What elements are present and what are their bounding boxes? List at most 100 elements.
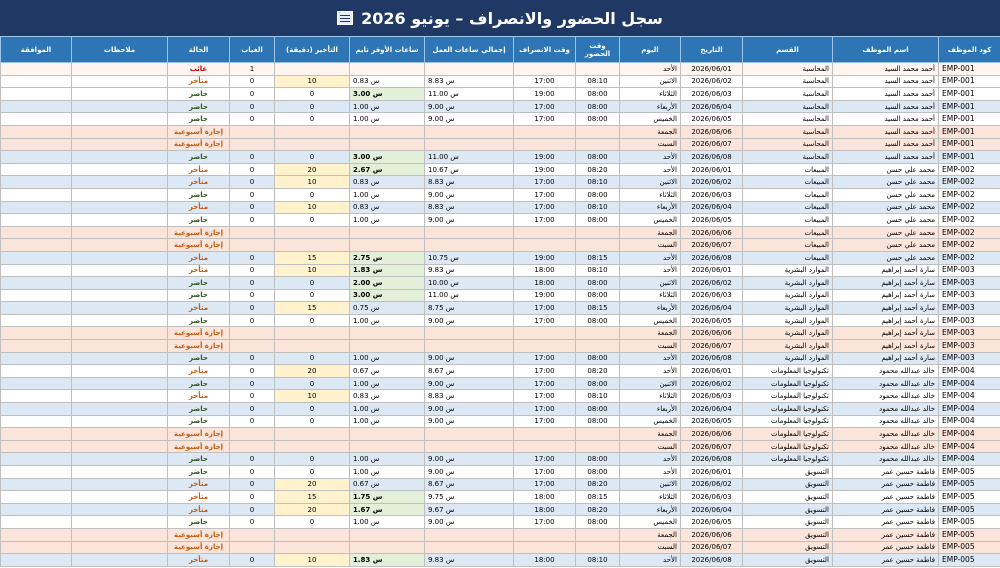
status-cell[interactable]: حاضر <box>167 112 230 126</box>
notes-cell[interactable] <box>71 288 168 303</box>
table-row[interactable]: EMP-001 أحمد محمد السيد المحاسبة 2026/06/02… <box>0 74 1000 89</box>
total-hours-cell[interactable]: 8.83 س <box>424 175 514 189</box>
day-cell[interactable]: الأحد <box>619 250 681 265</box>
approval-cell[interactable] <box>0 150 72 164</box>
check-in-cell[interactable]: 08:00 <box>575 351 620 366</box>
employee-code-cell[interactable]: EMP-003 <box>938 339 1000 353</box>
header-total-hours[interactable]: إجمالي ساعات العمل <box>424 36 514 63</box>
notes-cell[interactable] <box>71 238 168 252</box>
header-check-out[interactable]: وقت الانصراف <box>513 36 576 63</box>
department-cell[interactable]: الموارد البشرية <box>742 288 833 303</box>
overtime-cell[interactable] <box>349 137 425 152</box>
day-cell[interactable]: الأربعاء <box>619 99 681 114</box>
approval-cell[interactable] <box>0 250 72 265</box>
employee-code-cell[interactable]: EMP-001 <box>938 124 1000 139</box>
employee-code-cell[interactable]: EMP-005 <box>938 515 1000 529</box>
total-hours-cell[interactable]: 8.83 س <box>424 389 514 404</box>
total-hours-cell[interactable]: 10.00 س <box>424 276 514 290</box>
late-minutes-cell[interactable]: 20 <box>274 162 350 177</box>
total-hours-cell[interactable] <box>424 62 514 76</box>
check-out-cell[interactable]: 19:00 <box>513 250 576 265</box>
notes-cell[interactable] <box>71 250 168 265</box>
approval-cell[interactable] <box>0 439 72 454</box>
header-day[interactable]: اليوم <box>619 36 681 63</box>
total-hours-cell[interactable] <box>424 339 514 353</box>
employee-name-cell[interactable]: خالد عبدالله محمود <box>832 376 939 391</box>
date-cell[interactable]: 2026/06/05 <box>680 112 743 126</box>
approval-cell[interactable] <box>0 301 72 315</box>
check-out-cell[interactable]: 19:00 <box>513 162 576 177</box>
employee-name-cell[interactable]: سارة أحمد إبراهيم <box>832 339 939 353</box>
notes-cell[interactable] <box>71 490 168 504</box>
table-row[interactable]: EMP-004 خالد عبدالله محمود تكنولوجيا المعل… <box>0 389 1000 404</box>
status-cell[interactable]: متأخر <box>167 490 230 504</box>
table-row[interactable]: EMP-001 أحمد محمد السيد المحاسبة 2026/06/03… <box>0 87 1000 101</box>
late-minutes-cell[interactable]: 10 <box>274 74 350 89</box>
table-row[interactable]: EMP-004 خالد عبدالله محمود تكنولوجيا المعل… <box>0 364 1000 378</box>
date-cell[interactable]: 2026/06/07 <box>680 439 743 454</box>
notes-cell[interactable] <box>71 112 168 126</box>
overtime-cell[interactable]: 1.00 س <box>349 313 425 328</box>
status-cell[interactable]: حاضر <box>167 414 230 429</box>
date-cell[interactable]: 2026/06/08 <box>680 452 743 466</box>
employee-code-cell[interactable]: EMP-002 <box>938 162 1000 177</box>
date-cell[interactable]: 2026/06/07 <box>680 137 743 152</box>
check-out-cell[interactable]: 18:00 <box>513 276 576 290</box>
date-cell[interactable]: 2026/06/01 <box>680 263 743 278</box>
absence-cell[interactable]: 0 <box>229 250 275 265</box>
notes-cell[interactable] <box>71 137 168 152</box>
department-cell[interactable]: المحاسبة <box>742 112 833 126</box>
employee-code-cell[interactable]: EMP-002 <box>938 187 1000 202</box>
late-minutes-cell[interactable]: 10 <box>274 263 350 278</box>
absence-cell[interactable]: 0 <box>229 515 275 529</box>
status-cell[interactable]: متأخر <box>167 175 230 189</box>
total-hours-cell[interactable]: 9.00 س <box>424 465 514 479</box>
table-row[interactable]: EMP-001 أحمد محمد السيد المحاسبة 2026/06/05… <box>0 112 1000 126</box>
status-cell[interactable]: حاضر <box>167 150 230 164</box>
check-out-cell[interactable]: 17:00 <box>513 465 576 479</box>
total-hours-cell[interactable] <box>424 326 514 341</box>
absence-cell[interactable]: 0 <box>229 414 275 429</box>
table-row[interactable]: EMP-002 محمد علي حسن المبيعات 2026/06/05 الخ… <box>0 213 1000 227</box>
absence-cell[interactable] <box>229 339 275 353</box>
employee-code-cell[interactable]: EMP-005 <box>938 527 1000 542</box>
employee-code-cell[interactable]: EMP-001 <box>938 150 1000 164</box>
absence-cell[interactable]: 0 <box>229 465 275 479</box>
check-out-cell[interactable]: 17:00 <box>513 200 576 215</box>
header-absence[interactable]: الغياب <box>229 36 275 63</box>
approval-cell[interactable] <box>0 339 72 353</box>
overtime-cell[interactable] <box>349 225 425 240</box>
table-row[interactable]: EMP-004 خالد عبدالله محمود تكنولوجيا المعل… <box>0 439 1000 454</box>
date-cell[interactable]: 2026/06/03 <box>680 490 743 504</box>
check-out-cell[interactable] <box>513 439 576 454</box>
department-cell[interactable]: التسويق <box>742 477 833 492</box>
check-in-cell[interactable]: 08:20 <box>575 477 620 492</box>
department-cell[interactable]: التسويق <box>742 527 833 542</box>
late-minutes-cell[interactable]: 0 <box>274 376 350 391</box>
approval-cell[interactable] <box>0 225 72 240</box>
total-hours-cell[interactable]: 11.00 س <box>424 87 514 101</box>
department-cell[interactable]: تكنولوجيا المعلومات <box>742 439 833 454</box>
late-minutes-cell[interactable] <box>274 427 350 441</box>
day-cell[interactable]: الأربعاء <box>619 301 681 315</box>
overtime-cell[interactable]: 0.83 س <box>349 74 425 89</box>
total-hours-cell[interactable]: 11.00 س <box>424 150 514 164</box>
absence-cell[interactable]: 0 <box>229 452 275 466</box>
day-cell[interactable]: الخميس <box>619 213 681 227</box>
absence-cell[interactable] <box>229 439 275 454</box>
employee-code-cell[interactable]: EMP-004 <box>938 427 1000 441</box>
late-minutes-cell[interactable] <box>274 527 350 542</box>
check-out-cell[interactable] <box>513 62 576 76</box>
employee-code-cell[interactable]: EMP-005 <box>938 502 1000 517</box>
absence-cell[interactable] <box>229 225 275 240</box>
table-row[interactable]: EMP-002 محمد علي حسن المبيعات 2026/06/06 الج… <box>0 225 1000 240</box>
notes-cell[interactable] <box>71 351 168 366</box>
approval-cell[interactable] <box>0 502 72 517</box>
day-cell[interactable]: الأحد <box>619 351 681 366</box>
notes-cell[interactable] <box>71 389 168 404</box>
employee-name-cell[interactable]: محمد علي حسن <box>832 250 939 265</box>
overtime-cell[interactable]: 1.67 س <box>349 502 425 517</box>
late-minutes-cell[interactable]: 15 <box>274 301 350 315</box>
total-hours-cell[interactable]: 9.00 س <box>424 213 514 227</box>
date-cell[interactable]: 2026/06/06 <box>680 326 743 341</box>
